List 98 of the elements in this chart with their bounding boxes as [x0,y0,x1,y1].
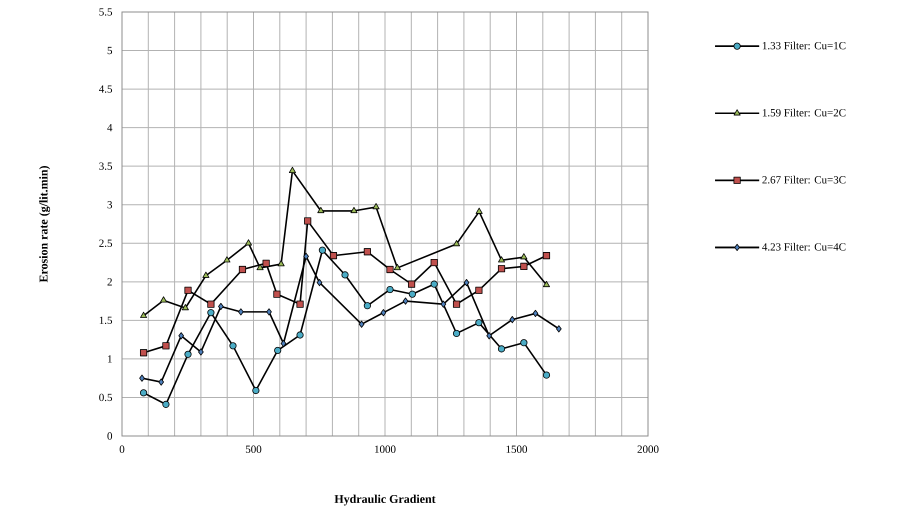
point [430,280,438,288]
point [218,302,224,310]
y-tick-label: 0 [107,432,112,440]
x-axis-title: Hydraulic Gradient [334,494,436,506]
point [262,260,270,267]
point [140,312,148,318]
point [452,300,460,308]
point [198,348,204,356]
point [238,308,244,316]
point [452,330,460,338]
point [520,253,528,260]
x-tick-label: 1000 [375,446,396,453]
point [341,271,349,278]
point [330,252,338,260]
point [542,372,550,379]
point [207,300,214,308]
legend-label: 4.23 Filter: Cu=4C [762,242,846,251]
x-tick-label: 2000 [638,446,659,453]
y-tick-label: 2 [107,278,112,286]
y-axis-title: Erosion rate (g/lit.min) [39,166,50,282]
point [520,262,528,270]
y-tick-label: 1 [108,355,112,363]
point [140,389,148,396]
point [542,252,550,260]
point [178,332,184,340]
legend-label: 2.67 Filter: Cu=3C [762,176,846,184]
point [394,264,401,270]
point [386,286,394,294]
point [476,208,483,214]
y-tick-label: 3 [108,201,112,208]
point [304,217,312,225]
point [350,206,358,214]
point [238,266,246,274]
y-tick-label: 5.5 [99,8,112,16]
legend-label: 1.59 Filter: Cu=2C [762,108,846,116]
x-tick-label: 1500 [506,446,528,453]
point [229,342,237,350]
point [223,256,230,262]
point [202,272,210,278]
point [453,240,460,246]
point [252,386,260,394]
point [207,309,214,316]
point [184,350,192,358]
point [475,286,482,294]
point [256,264,264,270]
point [498,256,506,262]
point [158,378,164,386]
point [296,300,304,308]
point [273,290,280,298]
point [318,246,326,254]
point [464,279,470,286]
point [162,342,170,350]
point [278,260,285,266]
y-tick-label: 4 [107,124,112,132]
point [364,248,371,256]
point [408,290,416,298]
point [498,345,506,352]
point [266,308,272,316]
point [364,302,371,310]
point [274,346,282,354]
point [532,310,538,318]
point [140,349,148,356]
x-tick-label: 500 [246,446,262,453]
x-tick-label: 0 [120,446,124,453]
point [296,331,304,339]
legend-label: 1.33 Filter: Cu=1C [762,42,846,50]
point [245,239,252,246]
point [440,300,446,308]
point [486,332,492,340]
y-tick-label: 5 [108,46,112,54]
point [358,320,364,328]
point [288,166,296,173]
point [542,280,550,288]
point [280,340,286,348]
point [510,316,516,324]
y-tick-label: 2.5 [99,240,112,247]
point [372,203,380,210]
point [162,400,170,408]
y-tick-label: 1.5 [100,316,112,324]
point [380,309,386,316]
point [316,279,322,286]
point [402,298,408,305]
y-tick-label: 0.5 [99,394,112,402]
y-tick-label: 4.5 [99,85,112,93]
point [303,252,309,260]
point [520,339,528,346]
point [386,266,394,274]
point [184,286,192,294]
point [182,304,189,310]
point [408,280,416,288]
point [556,325,562,332]
y-tick-label: 3.5 [99,162,112,170]
point [475,319,482,326]
point [430,258,438,266]
point [160,296,168,303]
point [498,265,506,272]
point [139,374,145,382]
point [317,206,324,214]
